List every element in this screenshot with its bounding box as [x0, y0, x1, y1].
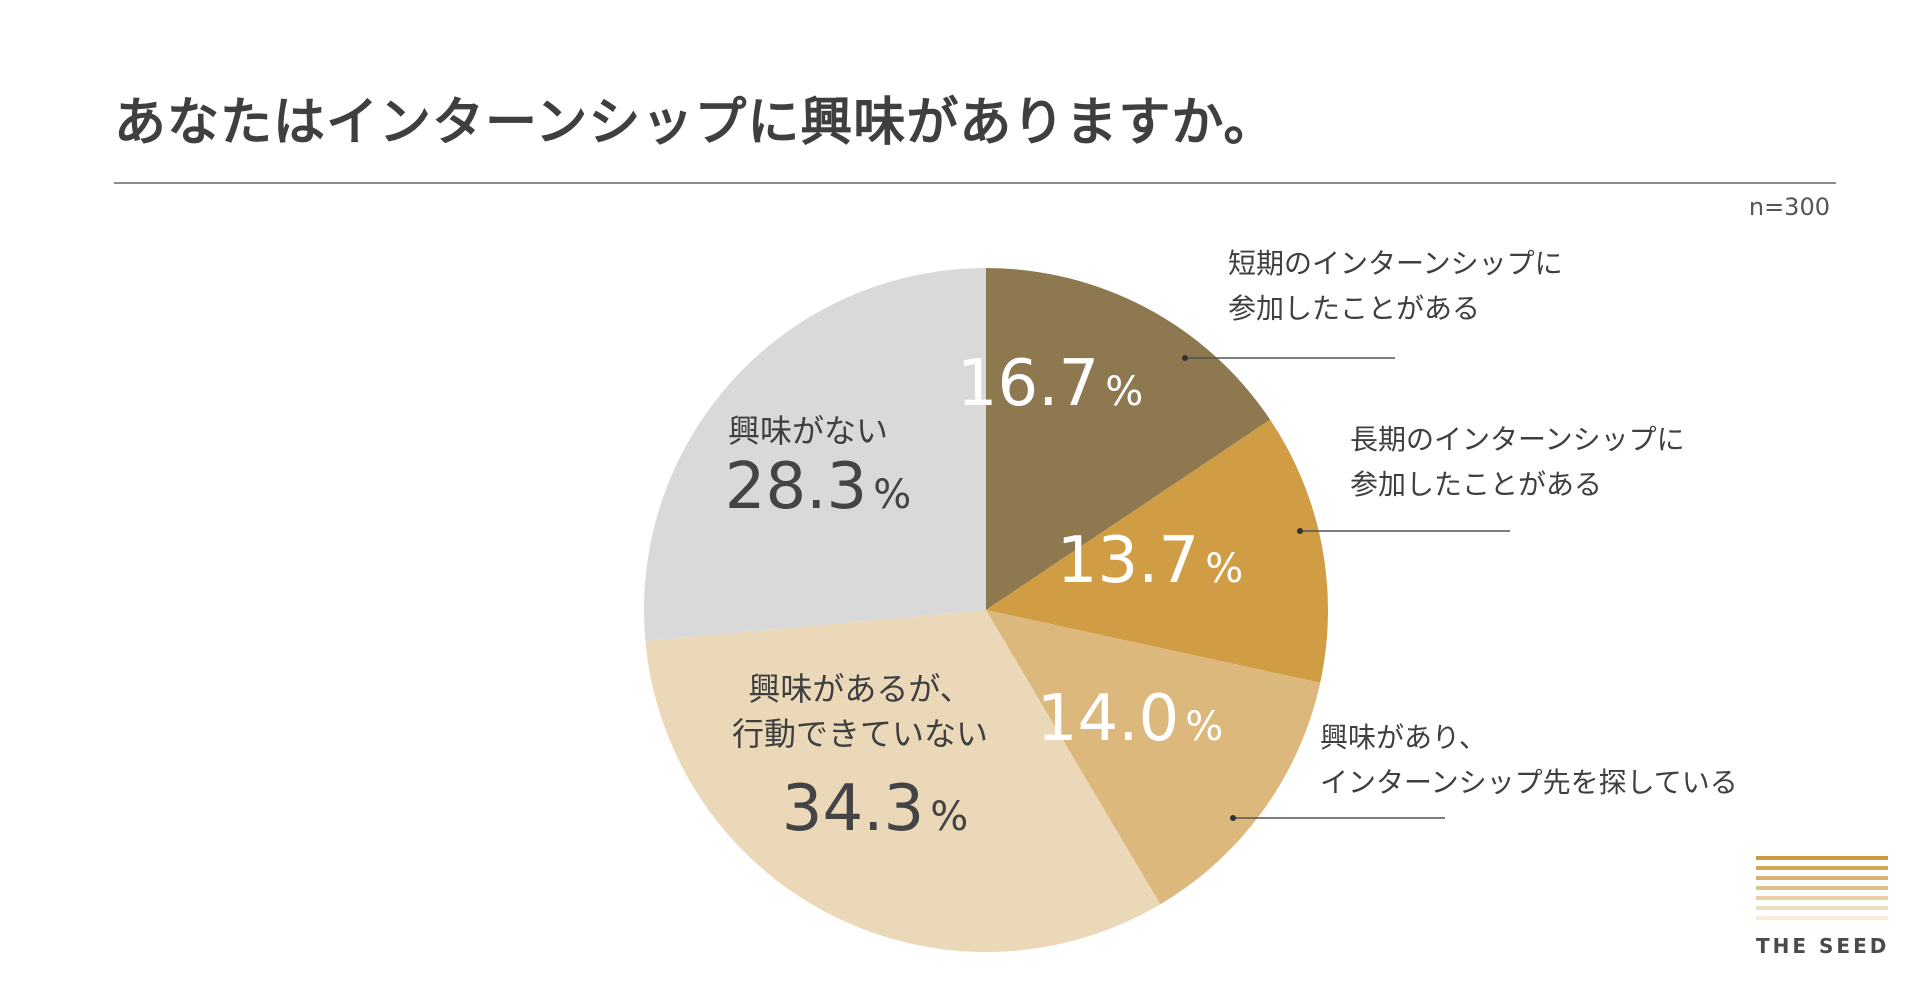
- logo-stripe: [1756, 906, 1888, 910]
- slice-category-label: 行動できていない: [732, 715, 988, 753]
- slice-value-number: 34.3: [782, 772, 925, 846]
- slice-category-label: 興味があるが、: [748, 670, 971, 708]
- slice-category-label: インターンシップ先を探している: [1320, 766, 1738, 799]
- pie-slice: [986, 419, 1328, 683]
- title-divider: [114, 182, 1836, 184]
- logo-stripe: [1756, 886, 1888, 890]
- slice-value-label: 28.3%: [725, 450, 912, 524]
- logo-text: THE SEED: [1756, 934, 1890, 958]
- slice-category-label: 参加したことがある: [1350, 468, 1602, 501]
- slice-value-number: 16.7: [957, 347, 1100, 421]
- slice-value-unit: %: [1185, 704, 1223, 750]
- leader-dot: [1230, 815, 1236, 821]
- slice-value-unit: %: [1205, 546, 1243, 592]
- slice-value-number: 14.0: [1037, 682, 1180, 756]
- slice-category-label: 興味があり、: [1320, 721, 1487, 754]
- slice-value-number: 13.7: [1057, 524, 1200, 598]
- slice-category-label: 長期のインターンシップに: [1350, 423, 1685, 456]
- the-seed-logo: THE SEED: [1756, 856, 1888, 958]
- slice-value-label: 16.7%: [957, 347, 1144, 421]
- slice-value-label: 14.0%: [1037, 682, 1224, 756]
- pie-slice: [986, 268, 1271, 610]
- slice-value-number: 28.3: [725, 450, 868, 524]
- logo-stripe: [1756, 876, 1888, 880]
- slice-value-label: 13.7%: [1057, 524, 1244, 598]
- slice-category-label: 興味がない: [728, 412, 888, 450]
- slice-value-unit: %: [930, 794, 968, 840]
- logo-stripe: [1756, 866, 1888, 870]
- slice-value-unit: %: [873, 472, 911, 518]
- pie-slice: [645, 610, 1161, 952]
- pie-slice: [986, 610, 1321, 905]
- logo-stripe: [1756, 856, 1888, 860]
- page-title: あなたはインターンシップに興味がありますか。: [114, 93, 1277, 153]
- leader-dot: [1182, 355, 1188, 361]
- logo-stripe: [1756, 916, 1888, 920]
- slice-category-label: 参加したことがある: [1228, 292, 1480, 325]
- pie-slice: [644, 268, 986, 642]
- slice-value-unit: %: [1105, 369, 1143, 415]
- slice-category-label: 短期のインターンシップに: [1228, 247, 1563, 280]
- leader-dot: [1297, 528, 1303, 534]
- slice-value-label: 34.3%: [782, 772, 969, 846]
- sample-size-label: n=300: [1748, 193, 1830, 221]
- logo-stripes-icon: [1756, 856, 1888, 920]
- logo-stripe: [1756, 896, 1888, 900]
